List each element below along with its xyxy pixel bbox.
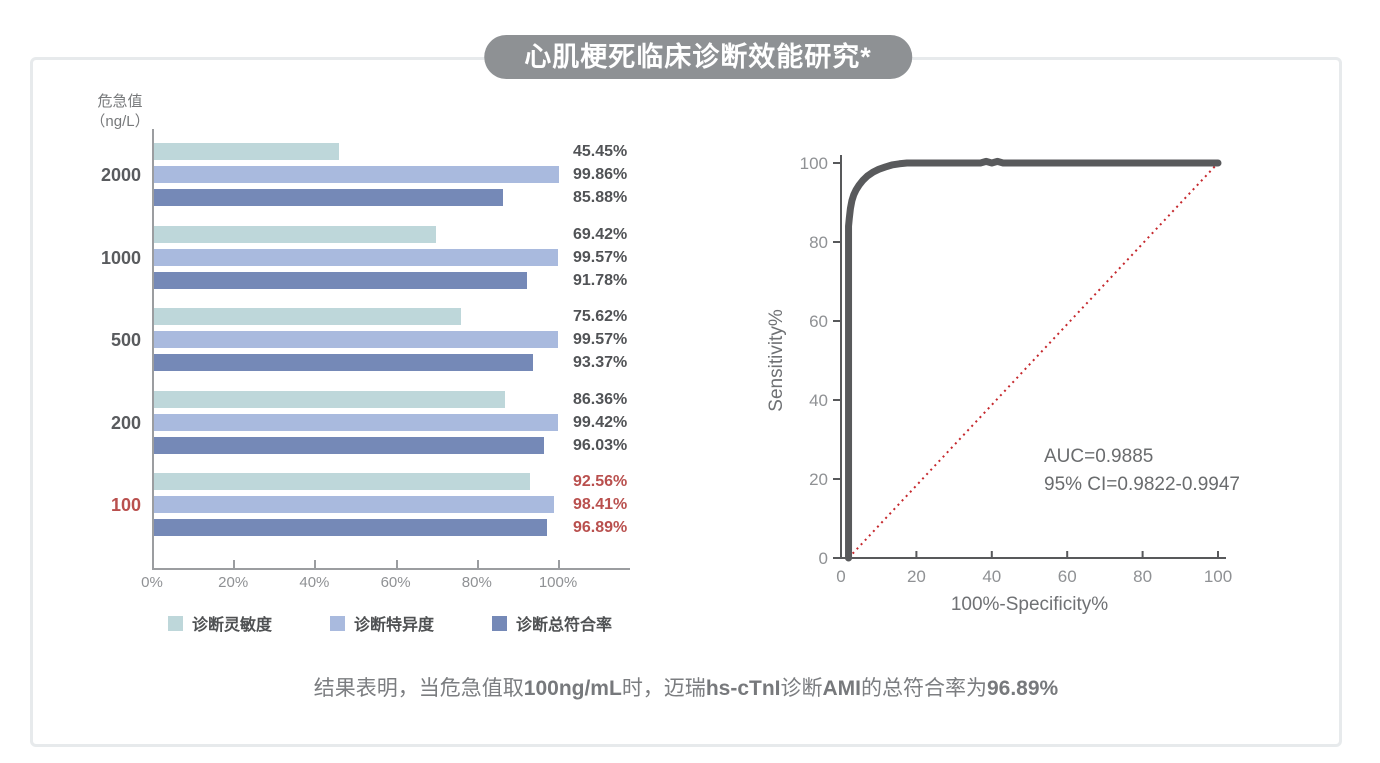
bar-x-tick-label: 20%: [218, 574, 249, 591]
bar-sensitivity: [154, 473, 530, 490]
category-label: 100: [110, 495, 141, 515]
legend-item: 诊断灵敏度: [167, 611, 272, 635]
legend-item: 诊断总符合率: [492, 611, 612, 635]
roc-annotation: AUC=0.9885: [1044, 446, 1153, 467]
roc-y-axis-title: Sensitivity%: [766, 309, 787, 412]
bar-x-tick: [152, 560, 154, 568]
bar-accuracy: [154, 354, 534, 371]
axis-unit-line: 危急值: [97, 93, 143, 110]
bar-accuracy: [154, 436, 544, 454]
summary-segment: 结果表明，当危急值取: [313, 677, 524, 700]
bar-sensitivity: [154, 390, 505, 408]
page-title: 心肌梗死临床诊断效能研究*: [524, 42, 872, 72]
legend-swatch-icon: [167, 615, 183, 631]
bar-x-tick-label: 60%: [380, 574, 411, 591]
roc-x-tick-label: 80: [1133, 567, 1152, 586]
bar-x-axis: [152, 568, 630, 570]
bar-specificity: [154, 496, 554, 513]
bar-specificity: [154, 166, 560, 183]
bar-specificity: [154, 413, 558, 431]
bar-specificity: [154, 331, 559, 348]
legend-swatch-icon: [329, 615, 345, 631]
category-label: 500: [110, 330, 141, 350]
roc-curve-line: [845, 157, 1222, 562]
roc-x-tick-label: 20: [907, 567, 926, 586]
bar-accuracy: [154, 189, 503, 206]
value-label: 99.86%: [573, 166, 628, 183]
value-label: 92.56%: [573, 473, 628, 490]
bar-x-tick: [558, 560, 560, 568]
summary-segment: AMI: [822, 677, 861, 700]
bar-x-tick: [395, 560, 398, 568]
roc-y-tick-label: 20: [809, 470, 828, 489]
summary-text: 结果表明，当危急值取100ng/mL时，迈瑞hs-cTnI诊断AMI的总符合率为…: [30, 672, 1342, 702]
category-label: 200: [110, 412, 141, 433]
legend-label: 诊断总符合率: [516, 617, 613, 634]
summary-segment: 的总符合率为: [860, 677, 987, 700]
roc-y-tick-label: 100: [800, 154, 828, 173]
bar-sensitivity: [154, 308, 462, 325]
roc-x-tick-label: 0: [836, 567, 845, 586]
axis-unit-line: （ng/L）: [90, 113, 150, 130]
value-label: 93.37%: [573, 354, 628, 371]
value-label: 75.62%: [573, 308, 628, 325]
bar-x-tick-label: 40%: [299, 574, 330, 591]
value-label: 99.57%: [573, 248, 628, 266]
roc-x-axis-title: 100%-Specificity%: [951, 594, 1108, 615]
bar-y-axis: [152, 129, 154, 568]
bar-accuracy: [154, 271, 527, 289]
bar-x-tick: [476, 560, 479, 568]
value-label: 86.36%: [573, 390, 628, 408]
legend-item: 诊断特异度: [329, 611, 434, 635]
bar-accuracy: [154, 519, 548, 536]
bar-specificity: [154, 248, 559, 266]
roc-x-tick-label: 60: [1058, 567, 1077, 586]
roc-x-tick-label: 100: [1204, 567, 1232, 586]
legend-swatch-icon: [492, 615, 507, 631]
value-label: 96.89%: [573, 519, 628, 536]
value-label: 99.57%: [573, 331, 628, 348]
bar-sensitivity: [154, 143, 339, 160]
summary-segment: hs-cTnI: [705, 677, 781, 700]
roc-y-tick-label: 0: [819, 549, 828, 568]
roc-y-tick-label: 60: [809, 312, 828, 331]
bar-chart-legend: 诊断灵敏度 诊断特异度 诊断总符合率: [110, 611, 670, 635]
value-label: 99.42%: [573, 413, 628, 431]
summary-segment: 时，迈瑞: [621, 677, 706, 700]
value-label: 96.03%: [573, 436, 628, 454]
bar-sensitivity: [154, 225, 436, 243]
category-label: 1000: [100, 247, 141, 268]
roc-annotation: 95% CI=0.9822-0.9947: [1044, 474, 1240, 495]
summary-segment: 96.89%: [986, 677, 1059, 700]
summary-segment: 100ng/mL: [523, 677, 622, 700]
bar-x-tick-label: 100%: [538, 574, 578, 591]
roc-y-tick-label: 40: [809, 391, 828, 410]
value-label: 98.41%: [573, 496, 628, 513]
roc-chart: 0 20 40 60 80 100 0 20 40 60 80 100 Sensitivity% 100%…: [766, 154, 1240, 615]
value-label: 91.78%: [573, 271, 628, 289]
title-pill: 心肌梗死临床诊断效能研究*: [484, 35, 912, 79]
roc-diagonal-line: [847, 162, 1219, 559]
summary-segment: 诊断: [780, 677, 823, 700]
legend-label: 诊断特异度: [353, 617, 434, 634]
bar-x-tick: [314, 560, 317, 568]
legend-label: 诊断灵敏度: [191, 617, 272, 634]
bar-chart-axis-unit-label: 危急值 （ng/L）: [70, 92, 170, 132]
value-label: 69.42%: [573, 225, 628, 243]
value-label: 45.45%: [573, 143, 628, 160]
value-label: 85.88%: [573, 189, 628, 206]
category-label: 2000: [100, 165, 141, 185]
roc-y-tick-label: 80: [809, 233, 828, 252]
bar-x-tick-label: 80%: [461, 574, 492, 591]
roc-x-tick-label: 40: [982, 567, 1001, 586]
bar-x-tick: [233, 560, 236, 568]
bar-x-tick-label: 0%: [141, 574, 163, 591]
